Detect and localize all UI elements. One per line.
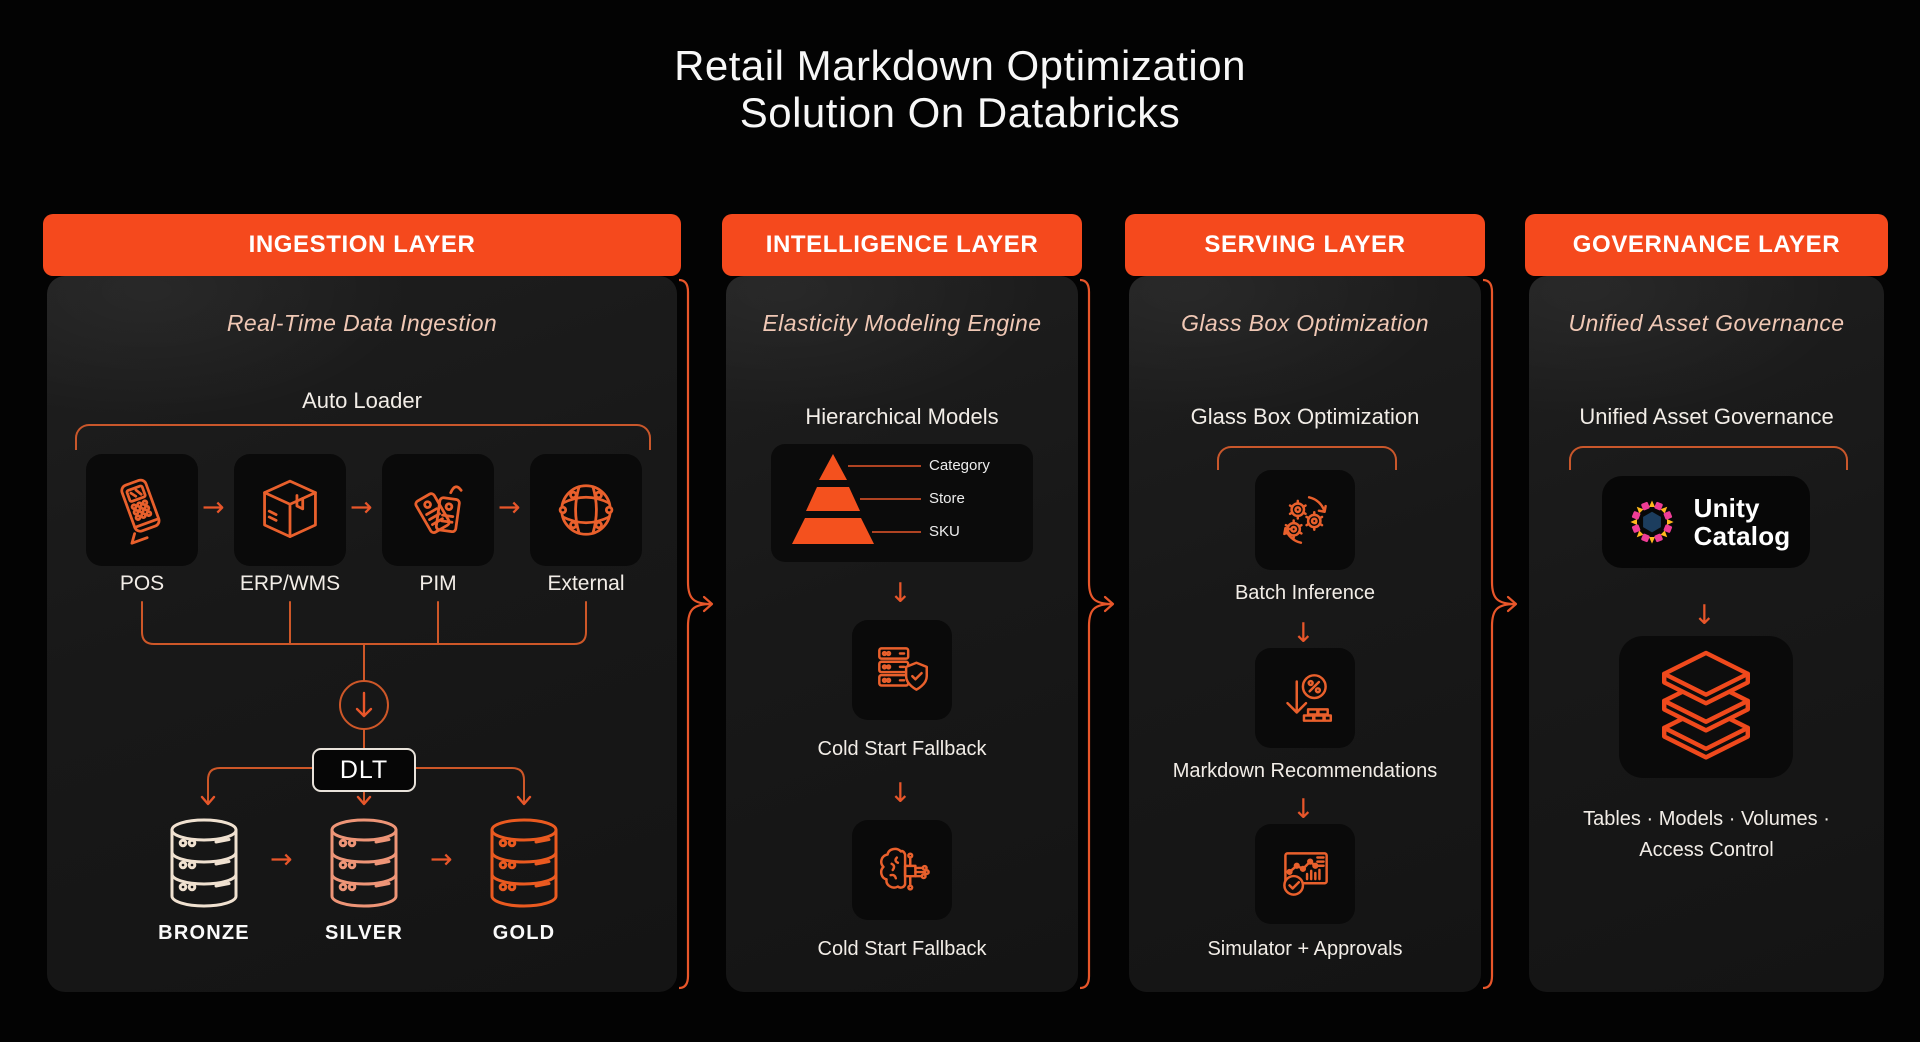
serving-header: SERVING LAYER (1125, 214, 1485, 276)
arrow-right-icon: → (270, 844, 293, 875)
panel-governance: GOVERNANCE LAYER Unified Asset Governanc… (1525, 214, 1888, 992)
bronze-database-icon (170, 818, 238, 908)
arrow-down-icon: ↓ (1693, 600, 1716, 631)
flow-connector-arrow (679, 278, 714, 990)
ingestion-header: INGESTION LAYER (43, 214, 681, 276)
arrow-right-icon: → (498, 492, 521, 523)
page-title-line2: Solution On Databricks (739, 89, 1181, 136)
pyramid-level-label: Category (929, 457, 990, 474)
governance-bracket (1569, 446, 1848, 470)
source-label: External (547, 572, 625, 595)
serving-step-label: Simulator + Approvals (1207, 938, 1403, 960)
page-title: Retail Markdown Optimization Solution On… (0, 42, 1920, 136)
brain-circuit-icon (880, 847, 930, 891)
pyramid-level-label: SKU (929, 523, 960, 540)
arrow-down-icon: ↓ (889, 778, 912, 809)
medallion-label: BRONZE (158, 922, 250, 944)
dlt-box: DLT (312, 748, 416, 792)
delta-assets-tile (1619, 636, 1793, 778)
arrow-down-icon: ↓ (889, 578, 912, 609)
server-shield-icon (878, 647, 928, 691)
flow-connector-arrow (1080, 278, 1115, 990)
serving-step-label: Batch Inference (1234, 582, 1376, 604)
governance-subtitle: Unified Asset Governance (1568, 310, 1845, 336)
ingestion-body: Real-Time Data Ingestion Auto Loader (47, 276, 677, 992)
simulator-approvals-tile (1255, 824, 1355, 924)
dashboard-check-icon (1283, 852, 1328, 896)
price-tags-icon (414, 485, 463, 534)
hierarchical-models-label: Hierarchical Models (805, 404, 999, 429)
serving-step-label: Markdown Recommendations (1172, 760, 1438, 782)
intelligence-subtitle: Elasticity Modeling Engine (762, 310, 1042, 336)
ingestion-subtitle: Real-Time Data Ingestion (226, 310, 498, 336)
arrow-down-icon: ↓ (1292, 618, 1315, 649)
panel-ingestion: INGESTION LAYER Real-Time Data Ingestion… (43, 214, 681, 992)
panel-intelligence: INTELLIGENCE LAYER Elasticity Modeling E… (722, 214, 1082, 992)
ai-fallback-tile (852, 820, 952, 920)
box-icon (263, 479, 317, 538)
pim-tile (382, 454, 494, 566)
medallion-label: SILVER (325, 922, 403, 944)
model-registry-tile (852, 620, 952, 720)
auto-loader-bracket (75, 424, 651, 450)
unity-catalog-logo-icon (1630, 500, 1674, 544)
markdown-recommendations-tile (1255, 648, 1355, 748)
arrow-right-icon: → (350, 492, 373, 523)
source-label: ERP/WMS (239, 572, 341, 595)
governance-header: GOVERNANCE LAYER (1525, 214, 1888, 276)
intelligence-body: Elasticity Modeling Engine Hierarchical … (726, 276, 1078, 992)
pos-terminal-icon (120, 478, 161, 545)
governance-body: Unified Asset Governance Unified Asset G… (1529, 276, 1884, 992)
globe-network-icon (558, 484, 614, 536)
hierarchy-pyramid-card: Category Store SKU (771, 444, 1033, 562)
source-label: POS (119, 572, 165, 595)
pos-tile (86, 454, 198, 566)
page-title-line1: Retail Markdown Optimization (674, 42, 1246, 89)
percent-markdown-icon (1286, 674, 1333, 722)
gears-cycle-icon (1283, 496, 1327, 544)
intelligence-step-label: Cold Start Fallback (817, 738, 987, 760)
silver-database-icon (330, 818, 398, 908)
arrow-right-icon: → (202, 492, 225, 523)
pyramid-level-label: Store (929, 490, 965, 507)
intelligence-header: INTELLIGENCE LAYER (722, 214, 1082, 276)
auto-loader-label: Auto Loader (302, 388, 422, 413)
serving-body: Glass Box Optimization Glass Box Optimiz… (1129, 276, 1481, 992)
pyramid-icon (792, 454, 921, 544)
batch-inference-tile (1255, 470, 1355, 570)
source-label: PIM (419, 572, 457, 595)
external-tile (530, 454, 642, 566)
arrow-right-icon: → (430, 844, 453, 875)
gold-database-icon (490, 818, 558, 908)
unified-governance-label: Unified Asset Governance (1579, 404, 1834, 429)
governed-assets-label: Tables · Models · Volumes · Access Contr… (1583, 808, 1830, 861)
intelligence-step-label: Cold Start Fallback (817, 938, 987, 960)
unity-catalog-wordmark: Unity Catalog (1693, 493, 1791, 551)
medallion-label: GOLD (492, 922, 556, 944)
panel-serving: SERVING LAYER Glass Box Optimization Gla… (1125, 214, 1485, 992)
ingestion-flow-lines (141, 601, 587, 806)
unity-catalog-tile: Unity Catalog (1602, 476, 1810, 568)
flow-connector-arrow (1483, 278, 1518, 990)
layered-stack-icon (1661, 650, 1751, 760)
glass-box-bracket (1217, 446, 1397, 470)
glass-box-label: Glass Box Optimization (1190, 404, 1420, 429)
arrow-down-icon: ↓ (1292, 794, 1315, 825)
serving-subtitle: Glass Box Optimization (1181, 310, 1429, 336)
erp-wms-tile (234, 454, 346, 566)
